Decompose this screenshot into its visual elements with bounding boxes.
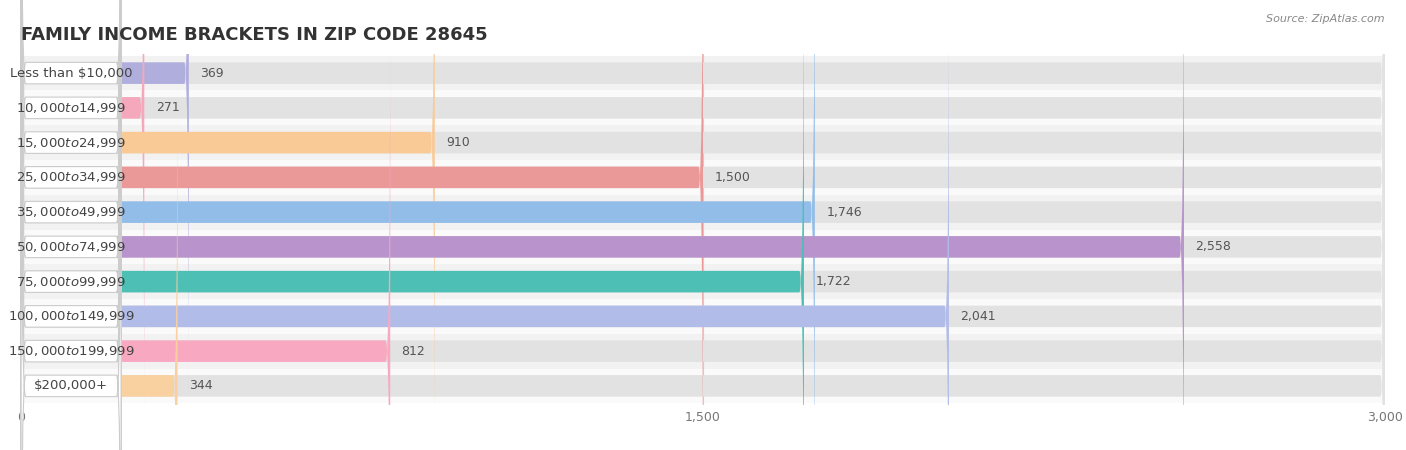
Text: 1,500: 1,500 bbox=[714, 171, 751, 184]
Text: $35,000 to $49,999: $35,000 to $49,999 bbox=[17, 205, 127, 219]
Bar bbox=[21, 264, 1385, 299]
FancyBboxPatch shape bbox=[21, 0, 121, 410]
Bar bbox=[21, 334, 1385, 369]
FancyBboxPatch shape bbox=[21, 0, 703, 450]
Bar bbox=[21, 90, 1385, 125]
Text: 2,041: 2,041 bbox=[960, 310, 995, 323]
Text: 1,746: 1,746 bbox=[827, 206, 862, 219]
FancyBboxPatch shape bbox=[21, 0, 804, 450]
FancyBboxPatch shape bbox=[21, 0, 1385, 450]
Text: $100,000 to $149,999: $100,000 to $149,999 bbox=[8, 310, 135, 324]
FancyBboxPatch shape bbox=[21, 0, 121, 450]
Text: $200,000+: $200,000+ bbox=[34, 379, 108, 392]
Text: Less than $10,000: Less than $10,000 bbox=[10, 67, 132, 80]
FancyBboxPatch shape bbox=[21, 0, 121, 450]
FancyBboxPatch shape bbox=[21, 14, 1385, 450]
FancyBboxPatch shape bbox=[21, 0, 121, 450]
Text: 2,558: 2,558 bbox=[1195, 240, 1232, 253]
FancyBboxPatch shape bbox=[21, 0, 121, 450]
FancyBboxPatch shape bbox=[21, 0, 145, 445]
Text: $25,000 to $34,999: $25,000 to $34,999 bbox=[17, 171, 127, 184]
Text: $10,000 to $14,999: $10,000 to $14,999 bbox=[17, 101, 127, 115]
FancyBboxPatch shape bbox=[21, 0, 188, 410]
FancyBboxPatch shape bbox=[21, 0, 1385, 410]
FancyBboxPatch shape bbox=[21, 0, 1385, 445]
Text: 271: 271 bbox=[156, 101, 180, 114]
FancyBboxPatch shape bbox=[21, 0, 1385, 450]
Text: FAMILY INCOME BRACKETS IN ZIP CODE 28645: FAMILY INCOME BRACKETS IN ZIP CODE 28645 bbox=[21, 26, 488, 44]
Bar bbox=[21, 369, 1385, 403]
FancyBboxPatch shape bbox=[21, 0, 1184, 450]
FancyBboxPatch shape bbox=[21, 0, 1385, 450]
Text: 812: 812 bbox=[402, 345, 426, 358]
Text: 369: 369 bbox=[200, 67, 224, 80]
FancyBboxPatch shape bbox=[21, 0, 121, 445]
FancyBboxPatch shape bbox=[21, 0, 949, 450]
FancyBboxPatch shape bbox=[21, 0, 1385, 450]
Text: $150,000 to $199,999: $150,000 to $199,999 bbox=[8, 344, 135, 358]
Text: 1,722: 1,722 bbox=[815, 275, 851, 288]
FancyBboxPatch shape bbox=[21, 49, 177, 450]
Text: $75,000 to $99,999: $75,000 to $99,999 bbox=[17, 274, 127, 288]
FancyBboxPatch shape bbox=[21, 14, 391, 450]
FancyBboxPatch shape bbox=[21, 0, 1385, 450]
Bar bbox=[21, 230, 1385, 264]
FancyBboxPatch shape bbox=[21, 0, 1385, 450]
Text: $15,000 to $24,999: $15,000 to $24,999 bbox=[17, 135, 127, 149]
Text: 910: 910 bbox=[446, 136, 470, 149]
Text: $50,000 to $74,999: $50,000 to $74,999 bbox=[17, 240, 127, 254]
FancyBboxPatch shape bbox=[21, 49, 1385, 450]
Text: 344: 344 bbox=[188, 379, 212, 392]
FancyBboxPatch shape bbox=[21, 0, 434, 450]
Bar bbox=[21, 195, 1385, 230]
FancyBboxPatch shape bbox=[21, 14, 121, 450]
FancyBboxPatch shape bbox=[21, 0, 121, 450]
Bar bbox=[21, 125, 1385, 160]
Bar bbox=[21, 299, 1385, 334]
Bar bbox=[21, 160, 1385, 195]
Text: Source: ZipAtlas.com: Source: ZipAtlas.com bbox=[1267, 14, 1385, 23]
FancyBboxPatch shape bbox=[21, 0, 815, 450]
FancyBboxPatch shape bbox=[21, 49, 121, 450]
FancyBboxPatch shape bbox=[21, 0, 121, 450]
Bar bbox=[21, 56, 1385, 90]
